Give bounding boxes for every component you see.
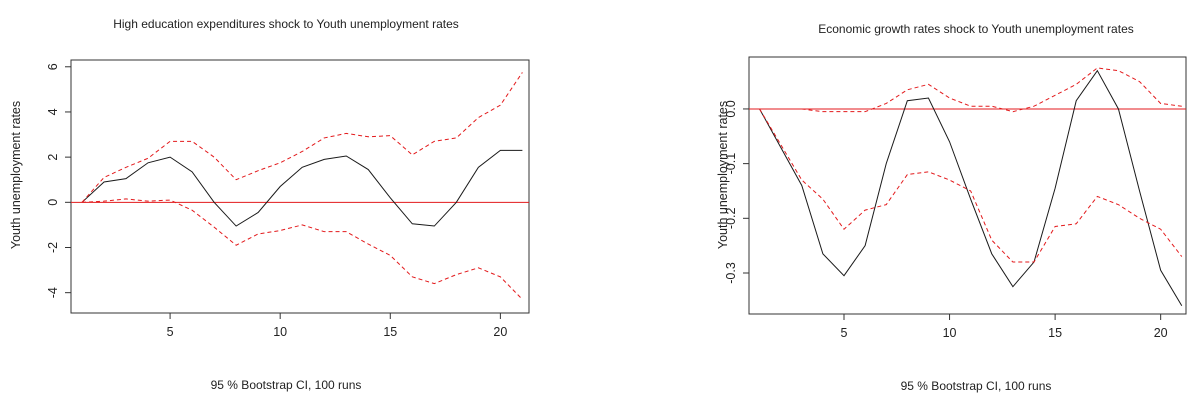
x-tick-label: 10: [273, 325, 287, 339]
y-tick-label: -0.3: [724, 262, 738, 284]
x-tick-label: 20: [493, 325, 507, 339]
y-axis-label: Youth unemployment rates: [716, 101, 730, 249]
y-axis-label: Youth unemployment rates: [9, 101, 23, 249]
y-tick-label: 4: [46, 108, 60, 115]
chart-footnote: 95 % Bootstrap CI, 100 runs: [901, 379, 1052, 393]
upper-ci-band-line: [81, 72, 523, 203]
chart-footnote: 95 % Bootstrap CI, 100 runs: [211, 378, 362, 392]
x-tick-label: 5: [167, 325, 174, 339]
upper-ci-band-line: [759, 67, 1182, 113]
x-tick-label: 5: [841, 326, 848, 340]
y-tick-label: 6: [46, 63, 60, 70]
axes-area: 5 10 15 20 -0.3 -0.2 -0.1 0.0: [724, 56, 1187, 340]
impulse-response-line: [81, 149, 523, 227]
chart-title: High education expenditures shock to You…: [113, 17, 459, 31]
impulse-response-line: [759, 69, 1183, 307]
x-tick-label: 15: [383, 325, 397, 339]
y-tick-label: -4: [46, 287, 60, 298]
y-tick-label: -2: [46, 242, 60, 253]
y-tick-label: -0.1: [724, 153, 738, 175]
y-tick-label: 0: [46, 199, 60, 206]
x-tick-label: 10: [943, 326, 957, 340]
axes-area: 5 10 15 20 -4 -2 0 2 4 6: [46, 59, 530, 339]
chart-panel-growth: Economic growth rates shock to Youth une…: [716, 22, 1187, 393]
x-tick-label: 15: [1048, 326, 1062, 340]
y-tick-label: 2: [46, 154, 60, 161]
plot-frame: [748, 56, 1187, 315]
lower-ci-band-line: [81, 198, 523, 300]
lower-ci-band-line: [759, 108, 1183, 263]
x-tick-label: 20: [1154, 326, 1168, 340]
chart-title: Economic growth rates shock to Youth une…: [818, 22, 1134, 36]
chart-panel-education: High education expenditures shock to You…: [9, 17, 530, 392]
y-tick-label: 0.0: [724, 100, 738, 117]
y-tick-label: -0.2: [724, 207, 738, 229]
plot-frame: [70, 59, 530, 314]
